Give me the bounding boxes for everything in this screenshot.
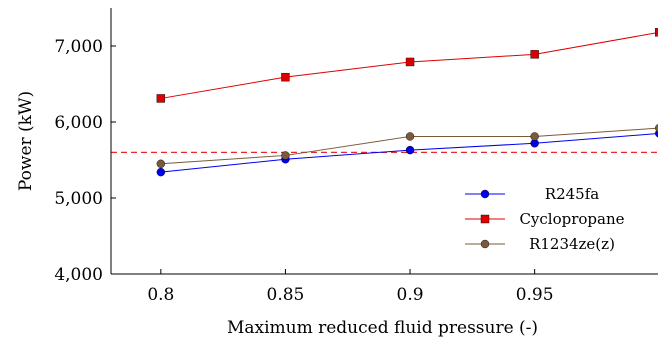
data-point bbox=[156, 167, 166, 177]
legend: R245fa Cyclopropane R1234ze(z) bbox=[465, 185, 625, 253]
y-tick-label: 5,000 bbox=[54, 189, 103, 209]
axes: 4,000 5,000 6,000 7,000 0.8 0.85 0.9 0.95 Maximu… bbox=[16, 8, 658, 338]
x-tick-label: 0.95 bbox=[516, 285, 554, 305]
data-point bbox=[281, 151, 290, 160]
legend-label-2: Cyclopropane bbox=[519, 210, 624, 228]
y-tick-label: 7,000 bbox=[54, 37, 103, 57]
data-point bbox=[405, 145, 415, 155]
data-point bbox=[156, 94, 166, 103]
data-point bbox=[530, 132, 539, 141]
legend-marker-3 bbox=[480, 239, 490, 249]
legend-marker-1 bbox=[480, 189, 490, 199]
data-point bbox=[530, 50, 539, 59]
data-point bbox=[405, 57, 415, 67]
data-point bbox=[405, 132, 415, 141]
y-axis-title: Power (kW) bbox=[16, 91, 36, 191]
data-point bbox=[156, 159, 166, 169]
data-point bbox=[655, 124, 658, 133]
legend-label-1: R245fa bbox=[545, 185, 599, 203]
data-point bbox=[281, 72, 290, 82]
plot-area bbox=[111, 28, 658, 177]
y-tick-label: 6,000 bbox=[54, 113, 103, 133]
x-tick-label: 0.85 bbox=[267, 285, 305, 305]
legend-label-3: R1234ze(z) bbox=[529, 235, 615, 253]
legend-marker-2 bbox=[480, 214, 490, 224]
x-axis-title: Maximum reduced fluid pressure (-) bbox=[227, 318, 538, 338]
x-tick-label: 0.8 bbox=[147, 285, 174, 305]
data-point bbox=[655, 28, 658, 37]
y-tick-label: 4,000 bbox=[54, 265, 103, 285]
x-tick-label: 0.9 bbox=[397, 285, 424, 305]
